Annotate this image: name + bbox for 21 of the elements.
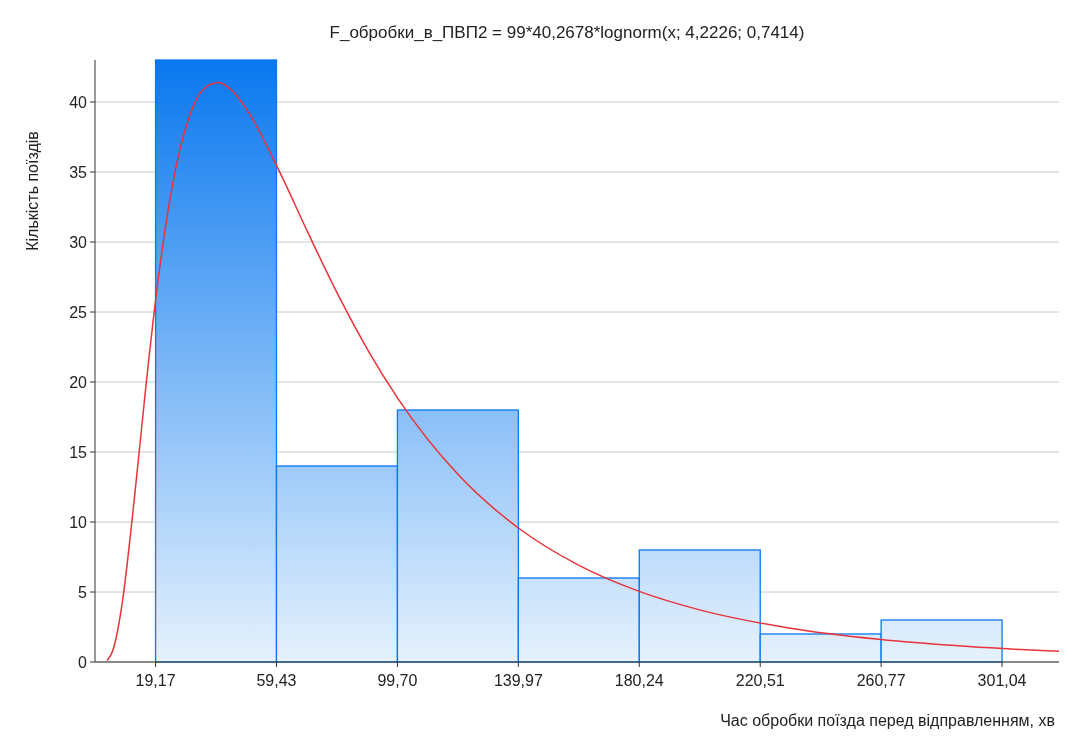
x-tick-label: 260,77	[856, 672, 906, 689]
x-tick-label: 220,51	[735, 672, 785, 689]
y-tick-label: 10	[69, 513, 88, 531]
chart-title: F_обробки_в_ПВП2 = 99*40,2678*lognorm(x; 4,2226; 0,7414)	[329, 23, 805, 42]
x-tick-label: 301,04	[977, 672, 1027, 689]
y-tick-label: 40	[69, 93, 88, 111]
x-tick-label: 99,70	[377, 672, 418, 689]
x-tick-label: 19,17	[135, 672, 176, 689]
y-tick-label: 20	[69, 373, 88, 391]
x-tick-label: 180,24	[614, 672, 664, 689]
y-axis-title: Кількість поїздів	[24, 131, 41, 251]
x-tick-label: 59,43	[256, 672, 297, 689]
y-tick-label: 30	[69, 233, 88, 251]
y-tick-label: 35	[69, 163, 88, 181]
line-series	[106, 81, 1059, 662]
x-axis-title: Час обробки поїзда перед відправленням, хв	[720, 712, 1055, 729]
y-tick-label: 5	[78, 583, 88, 601]
y-tick-label: 0	[78, 653, 88, 671]
x-tick-label: 139,97	[493, 672, 543, 689]
y-tick-label: 25	[69, 303, 88, 321]
y-tick-label: 15	[69, 443, 88, 461]
